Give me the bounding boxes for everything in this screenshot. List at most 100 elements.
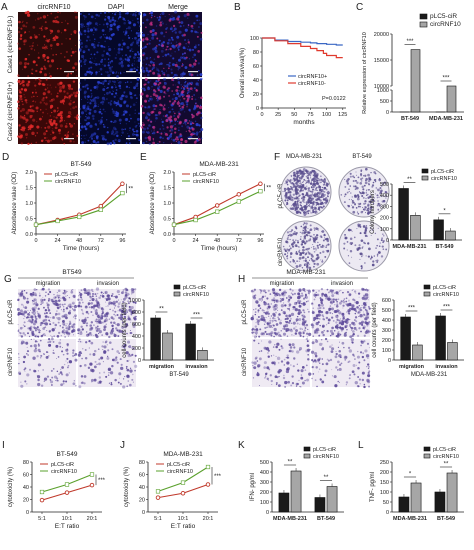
cell-dot [176,92,180,96]
cell-dot [52,98,55,101]
cell-dot [18,362,20,365]
cell-dot [252,366,254,368]
cell-dot [133,348,135,350]
y-tick-label: 80 [139,460,145,466]
colony [365,167,368,171]
cell-dot [27,13,29,15]
cell-dot [47,87,49,89]
cell-dot [299,311,302,314]
colony [365,255,367,257]
cell-dot [270,303,273,305]
cell-dot [120,61,124,65]
cell-dot [187,26,189,28]
colony [363,202,366,205]
cell-dot [60,368,62,371]
cell-dot [307,328,309,331]
colony [313,250,316,253]
colony [316,244,319,247]
cell-dot [117,51,121,54]
cell-dot [89,102,92,105]
cell-dot [193,45,197,49]
colony [365,190,368,192]
cell-dot [346,303,350,307]
cell-dot [70,100,72,102]
cell-dot [70,54,73,57]
cell-dot [43,73,48,77]
cell-dot [130,68,134,71]
colony [286,178,289,181]
colony [362,188,365,191]
cell-dot [265,347,270,351]
cell-dot [286,356,289,359]
cell-dot [49,312,52,314]
cell-dot [83,288,87,292]
cell-dot [146,107,148,109]
colony [301,251,305,255]
colony [360,178,362,181]
cell-dot [266,377,270,381]
colony [344,233,346,236]
cell-dot [45,39,48,42]
cell-dot [72,354,75,357]
x-tick-label: 5:1 [38,516,46,522]
cell-dot [156,99,159,102]
cell-dot [276,307,278,309]
cell-dot [118,72,120,74]
cell-dot [54,296,57,299]
colony [291,199,294,202]
panel-label-f: F [274,152,280,163]
cell-dot [105,301,107,303]
cell-dot [84,84,87,87]
cell-dot [79,364,82,368]
colony [306,263,309,266]
cell-dot [35,19,37,21]
cell-dot [26,22,28,24]
cell-dot [56,15,59,19]
cell-dot [165,23,167,25]
cell-dot [91,295,94,298]
cell-dot [20,27,23,30]
cell-dot [257,342,260,345]
cell-dot [50,59,55,63]
cell-dot [109,102,113,106]
y-tick-label: 0.5 [25,217,33,223]
cell-dot [79,82,82,85]
cell-dot [102,23,105,26]
cell-dot [32,293,35,296]
cell-dot [134,324,136,326]
cell-dot [83,90,87,94]
cell-dot [107,313,109,315]
cell-dot [111,331,113,333]
cell-dot [137,52,140,55]
cell-dot [55,95,59,98]
cell-dot [142,123,145,127]
colony [322,259,324,261]
cell-dot [71,289,73,291]
colony [360,174,362,177]
colony [364,262,366,264]
cell-dot [55,302,59,307]
cell-dot [38,82,41,86]
cell-dot [367,323,370,325]
cell-dot [107,86,109,89]
cell-dot [152,71,156,75]
colony [291,198,294,200]
cell-dot [113,313,115,316]
cell-dot [187,122,189,125]
cell-dot [193,140,197,144]
column-header: circRNF10 [37,4,70,11]
cell-dot [261,296,264,299]
cell-dot [313,298,316,301]
colony [305,231,307,234]
cell-dot [68,372,70,374]
cell-dot [42,111,45,114]
cell-dot [289,288,292,291]
cell-dot [25,137,28,139]
scale-bar [126,71,136,73]
cell-dot [187,82,189,84]
cell-dot [29,127,32,131]
cell-dot [41,287,45,291]
cell-dot [176,62,178,64]
cell-dot [43,312,46,315]
cell-dot [267,355,270,358]
